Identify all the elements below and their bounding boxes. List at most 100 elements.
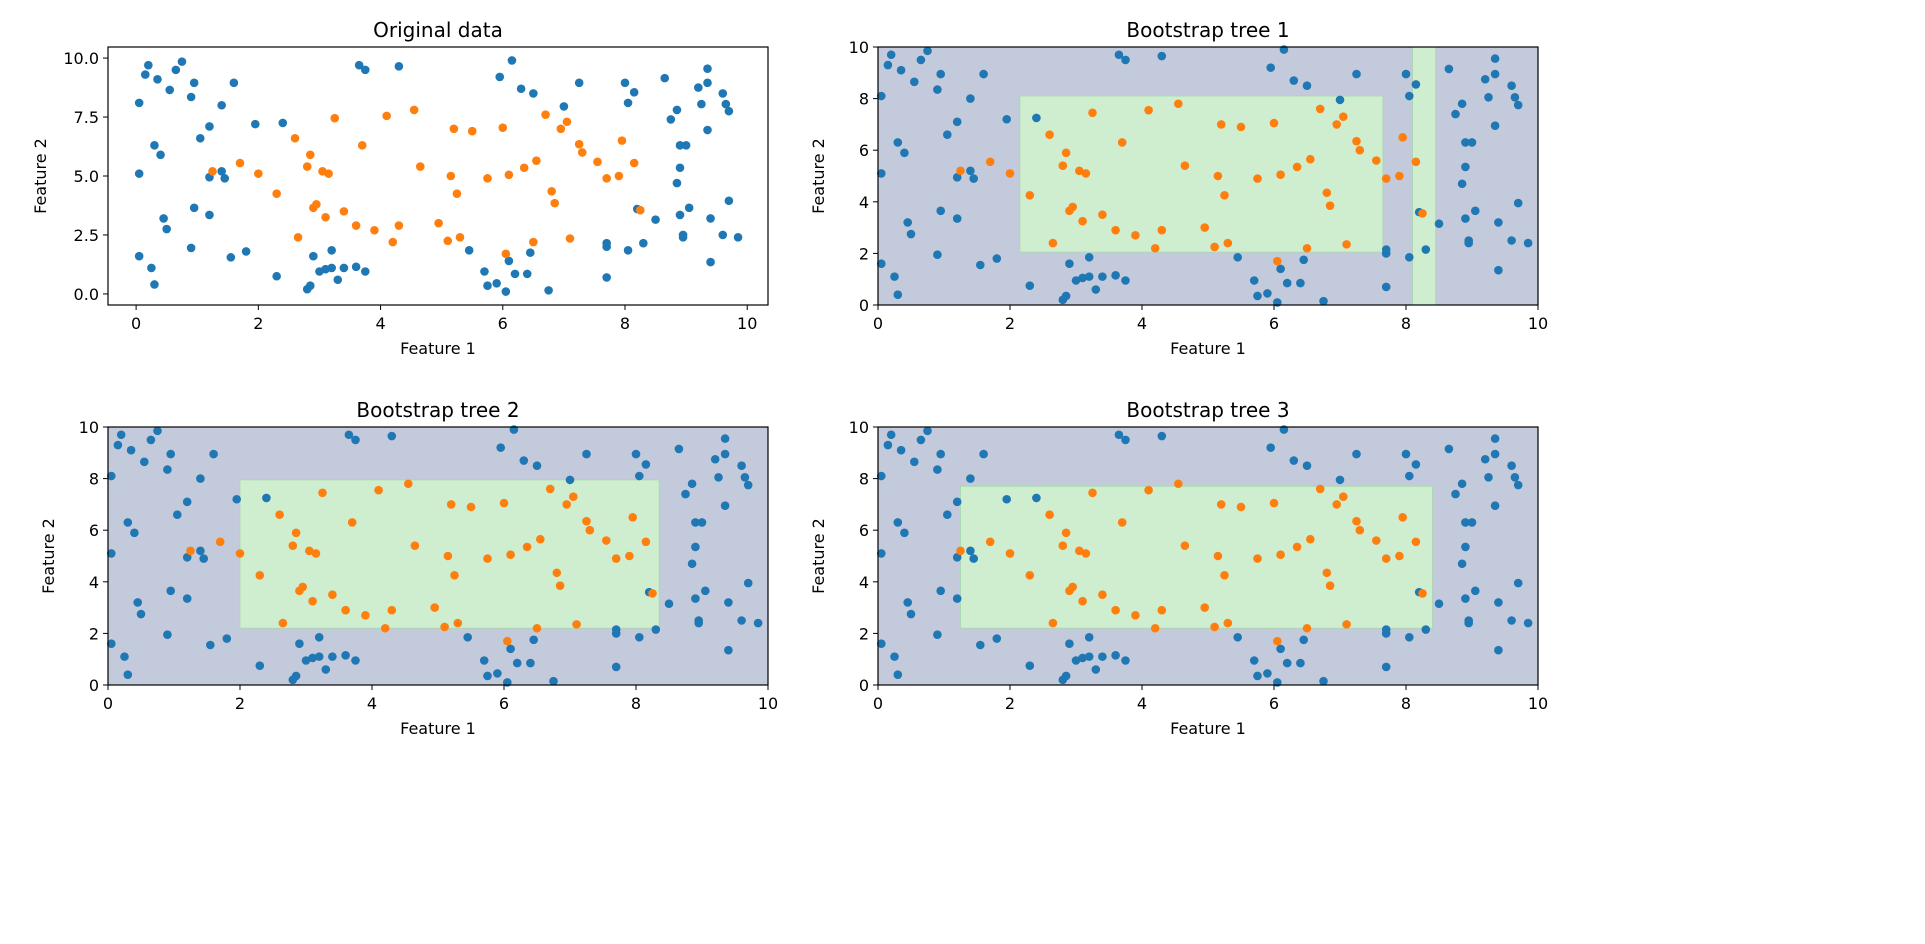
point-class1 [565, 234, 575, 243]
point-class0 [171, 65, 181, 75]
point-class0 [1405, 91, 1414, 101]
y-tick-label: 4 [859, 573, 869, 592]
point-class0 [1421, 245, 1431, 254]
point-class0 [979, 69, 988, 79]
point-class0 [1507, 236, 1516, 245]
point-class0 [896, 445, 906, 455]
point-class0 [496, 443, 506, 452]
point-class1 [1157, 605, 1167, 615]
point-class1 [1355, 145, 1365, 155]
x-axis-label: Feature 1 [1170, 719, 1246, 738]
point-class0 [501, 287, 511, 296]
x-tick-label: 10 [758, 694, 778, 713]
point-class0 [226, 253, 236, 262]
point-class1 [501, 249, 511, 259]
point-class0 [327, 245, 336, 255]
point-class0 [969, 554, 978, 563]
point-class1 [450, 571, 459, 580]
point-class1 [1200, 223, 1209, 232]
point-class0 [250, 119, 260, 129]
x-axis-label: Feature 1 [1170, 339, 1246, 358]
y-tick-label: 8 [859, 90, 869, 109]
point-class0 [565, 475, 575, 485]
point-class0 [1121, 55, 1130, 65]
point-class0 [1233, 252, 1242, 262]
point-class1 [614, 171, 624, 181]
point-class0 [354, 60, 364, 70]
x-tick-label: 2 [253, 314, 263, 333]
point-class1 [1117, 138, 1127, 147]
point-class0 [886, 50, 896, 60]
point-class0 [1091, 665, 1101, 674]
point-class0 [529, 635, 538, 645]
point-class0 [492, 279, 501, 288]
x-tick-label: 4 [367, 694, 377, 713]
point-class1 [1342, 620, 1351, 629]
point-class1 [1061, 148, 1071, 158]
point-class0 [1352, 69, 1361, 79]
point-class0 [1025, 661, 1035, 670]
point-class1 [1395, 551, 1404, 561]
point-class0 [664, 599, 674, 609]
point-class0 [651, 625, 661, 634]
point-class0 [107, 639, 116, 649]
point-class1 [1223, 238, 1233, 248]
point-class0 [718, 230, 728, 240]
point-class1 [255, 571, 265, 580]
point-class0 [703, 125, 712, 135]
point-class1 [617, 136, 627, 145]
point-class1 [347, 518, 357, 527]
point-class1 [1213, 171, 1223, 181]
y-tick-label: 10.0 [63, 49, 99, 68]
subplot-3: 0 2 4 6 8 10 0 2 4 6 8 10 Bootstrap tree 2 Feature 1 F… [39, 398, 778, 738]
point-class0 [360, 267, 370, 276]
y-tick-label: 2 [89, 624, 99, 643]
point-class0 [1464, 238, 1473, 248]
point-class0 [611, 662, 621, 672]
point-class1 [532, 156, 541, 165]
point-class0 [635, 471, 644, 481]
point-class0 [582, 449, 591, 459]
point-class0 [1461, 542, 1470, 552]
point-class1 [1180, 161, 1190, 170]
point-class0 [136, 609, 146, 619]
point-class0 [1467, 138, 1477, 147]
point-class1 [1144, 105, 1153, 115]
point-class1 [1306, 154, 1315, 164]
point-class0 [1494, 645, 1503, 655]
x-tick-label: 10 [1528, 314, 1548, 333]
point-class0 [314, 632, 324, 642]
point-class1 [1339, 492, 1348, 501]
point-class0 [753, 618, 763, 628]
point-class1 [519, 163, 529, 173]
point-class1 [985, 157, 995, 167]
point-class1 [1325, 581, 1335, 590]
point-class1 [585, 525, 595, 535]
point-class0 [1302, 81, 1312, 90]
point-class0 [1523, 238, 1533, 248]
point-class0 [1494, 598, 1503, 607]
point-class1 [1342, 240, 1351, 249]
point-class0 [877, 91, 886, 101]
point-class0 [196, 546, 205, 556]
point-class0 [697, 518, 707, 527]
point-class1 [1005, 169, 1015, 178]
point-class0 [1266, 63, 1275, 72]
point-class0 [309, 251, 318, 261]
y-tick-label: 2 [859, 624, 869, 643]
point-class0 [1444, 444, 1454, 454]
point-class0 [1289, 456, 1299, 465]
x-tick-label: 4 [1137, 694, 1147, 713]
point-class1 [305, 546, 314, 556]
x-axis-label: Feature 1 [400, 339, 476, 358]
point-class0 [182, 497, 192, 507]
point-class1 [498, 123, 508, 132]
point-class0 [301, 656, 311, 665]
point-class0 [314, 652, 324, 661]
point-class0 [130, 528, 139, 538]
point-class0 [952, 117, 962, 127]
point-class0 [1121, 656, 1130, 665]
point-class1 [311, 549, 321, 558]
point-class0 [1381, 282, 1391, 292]
point-class0 [394, 62, 404, 71]
